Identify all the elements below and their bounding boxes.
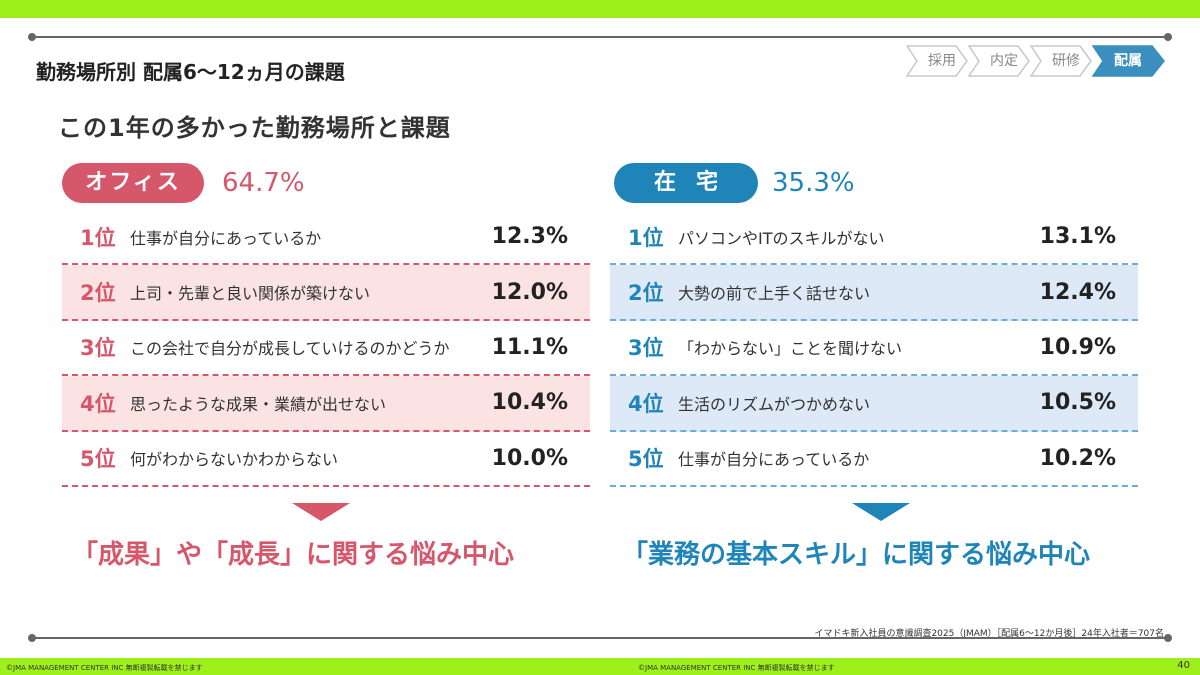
rank-label: 1位 <box>628 225 664 250</box>
item-value: 12.0% <box>491 279 568 305</box>
top-divider <box>28 33 1172 41</box>
item-value: 12.3% <box>491 224 568 250</box>
top-accent-bar <box>0 0 1200 18</box>
down-arrow-icon <box>292 503 350 521</box>
rank-label: 3位 <box>628 336 664 361</box>
bottom-accent-bar <box>0 658 1200 675</box>
item-value: 13.1% <box>1039 224 1116 250</box>
rank-label: 2位 <box>628 281 664 306</box>
list-item: 5位 仕事が自分にあっているか 10.2% <box>610 432 1138 487</box>
item-label: 仕事が自分にあっているか <box>130 228 322 248</box>
down-arrow-icon <box>852 503 910 521</box>
item-label: この会社で自分が成長していけるのかどうか <box>130 339 450 359</box>
footer-copyright-center: ©JMA MANAGEMENT CENTER INC 無断複製転載を禁じます <box>638 664 835 672</box>
rank-label: 2位 <box>80 281 116 306</box>
step-recruitment: 採用 <box>906 45 968 77</box>
office-badge: オフィス <box>62 163 204 203</box>
source-note: イマドキ新入社員の意識調査2025（JMAM）［配属6〜12か月後］24年入社者… <box>814 629 1164 639</box>
step-training: 研修 <box>1030 45 1092 77</box>
item-label: 何がわからないかわからない <box>130 450 339 470</box>
item-value: 11.1% <box>491 334 568 360</box>
list-item: 1位 仕事が自分にあっているか 12.3% <box>62 210 590 266</box>
footer-copyright-left: ©JMA MANAGEMENT CENTER INC 無断複製転載を禁じます <box>6 664 203 672</box>
list-item: 4位 生活のリズムがつかめない 10.5% <box>610 376 1138 432</box>
list-item: 1位 パソコンやITのスキルがない 13.1% <box>610 210 1138 266</box>
home-ranking-list: 1位 パソコンやITのスキルがない 13.1% 2位 大勢の前で上手く話せない … <box>610 210 1138 487</box>
list-item: 4位 思ったような成果・業績が出せない 10.4% <box>62 376 590 432</box>
list-item: 2位 大勢の前で上手く話せない 12.4% <box>610 265 1138 321</box>
rank-label: 1位 <box>80 225 116 250</box>
step-assignment: 配属 <box>1092 45 1165 77</box>
step-label: 内定 <box>990 53 1018 69</box>
office-ranking-list: 1位 仕事が自分にあっているか 12.3% 2位 上司・先輩と良い関係が築けない… <box>62 210 590 487</box>
rank-label: 5位 <box>80 447 116 472</box>
item-label: 生活のリズムがつかめない <box>678 394 871 414</box>
list-item: 3位 この会社で自分が成長していけるのかどうか 11.1% <box>62 321 590 377</box>
section-title: 勤務場所別 配属6〜12ヵ月の課題 <box>36 60 345 84</box>
step-offer: 内定 <box>968 45 1030 77</box>
item-value: 10.4% <box>491 390 568 416</box>
home-badge: 在宅 <box>614 163 758 203</box>
list-item: 3位 「わからない」ことを聞けない 10.9% <box>610 321 1138 377</box>
bottom-divider <box>28 634 1172 642</box>
main-title: この1年の多かった勤務場所と課題 <box>58 114 451 142</box>
step-label: 配属 <box>1114 53 1142 69</box>
item-label: 「わからない」ことを聞けない <box>678 339 903 359</box>
step-chevron-shape <box>968 45 1030 77</box>
office-percent: 64.7% <box>222 168 305 198</box>
step-label: 研修 <box>1052 53 1080 69</box>
rank-label: 3位 <box>80 336 116 361</box>
item-value: 10.9% <box>1039 334 1116 360</box>
item-label: 大勢の前で上手く話せない <box>678 284 871 304</box>
home-percent: 35.3% <box>772 168 855 198</box>
process-steps: 採用 内定 研修 配属 <box>906 45 1165 77</box>
list-item: 5位 何がわからないかわからない 10.0% <box>62 432 590 487</box>
item-label: 仕事が自分にあっているか <box>678 450 870 470</box>
list-item: 2位 上司・先輩と良い関係が築けない 12.0% <box>62 265 590 321</box>
page-number: 40 <box>1177 660 1190 671</box>
step-chevron-shape <box>1092 45 1165 77</box>
step-chevron-shape <box>906 45 968 77</box>
step-label: 採用 <box>928 53 956 69</box>
rank-label: 4位 <box>80 391 116 416</box>
rank-label: 5位 <box>628 447 664 472</box>
item-value: 10.0% <box>491 445 568 471</box>
rank-label: 4位 <box>628 391 664 416</box>
item-value: 10.2% <box>1039 445 1116 471</box>
home-conclusion: 「業務の基本スキル」に関する悩み中心 <box>622 540 1091 570</box>
item-label: 上司・先輩と良い関係が築けない <box>130 284 371 304</box>
item-label: 思ったような成果・業績が出せない <box>130 394 387 414</box>
item-value: 12.4% <box>1039 279 1116 305</box>
item-value: 10.5% <box>1039 390 1116 416</box>
office-conclusion: 「成果」や「成長」に関する悩み中心 <box>72 540 515 570</box>
item-label: パソコンやITのスキルがない <box>678 228 885 248</box>
step-chevron-shape <box>1030 45 1092 77</box>
